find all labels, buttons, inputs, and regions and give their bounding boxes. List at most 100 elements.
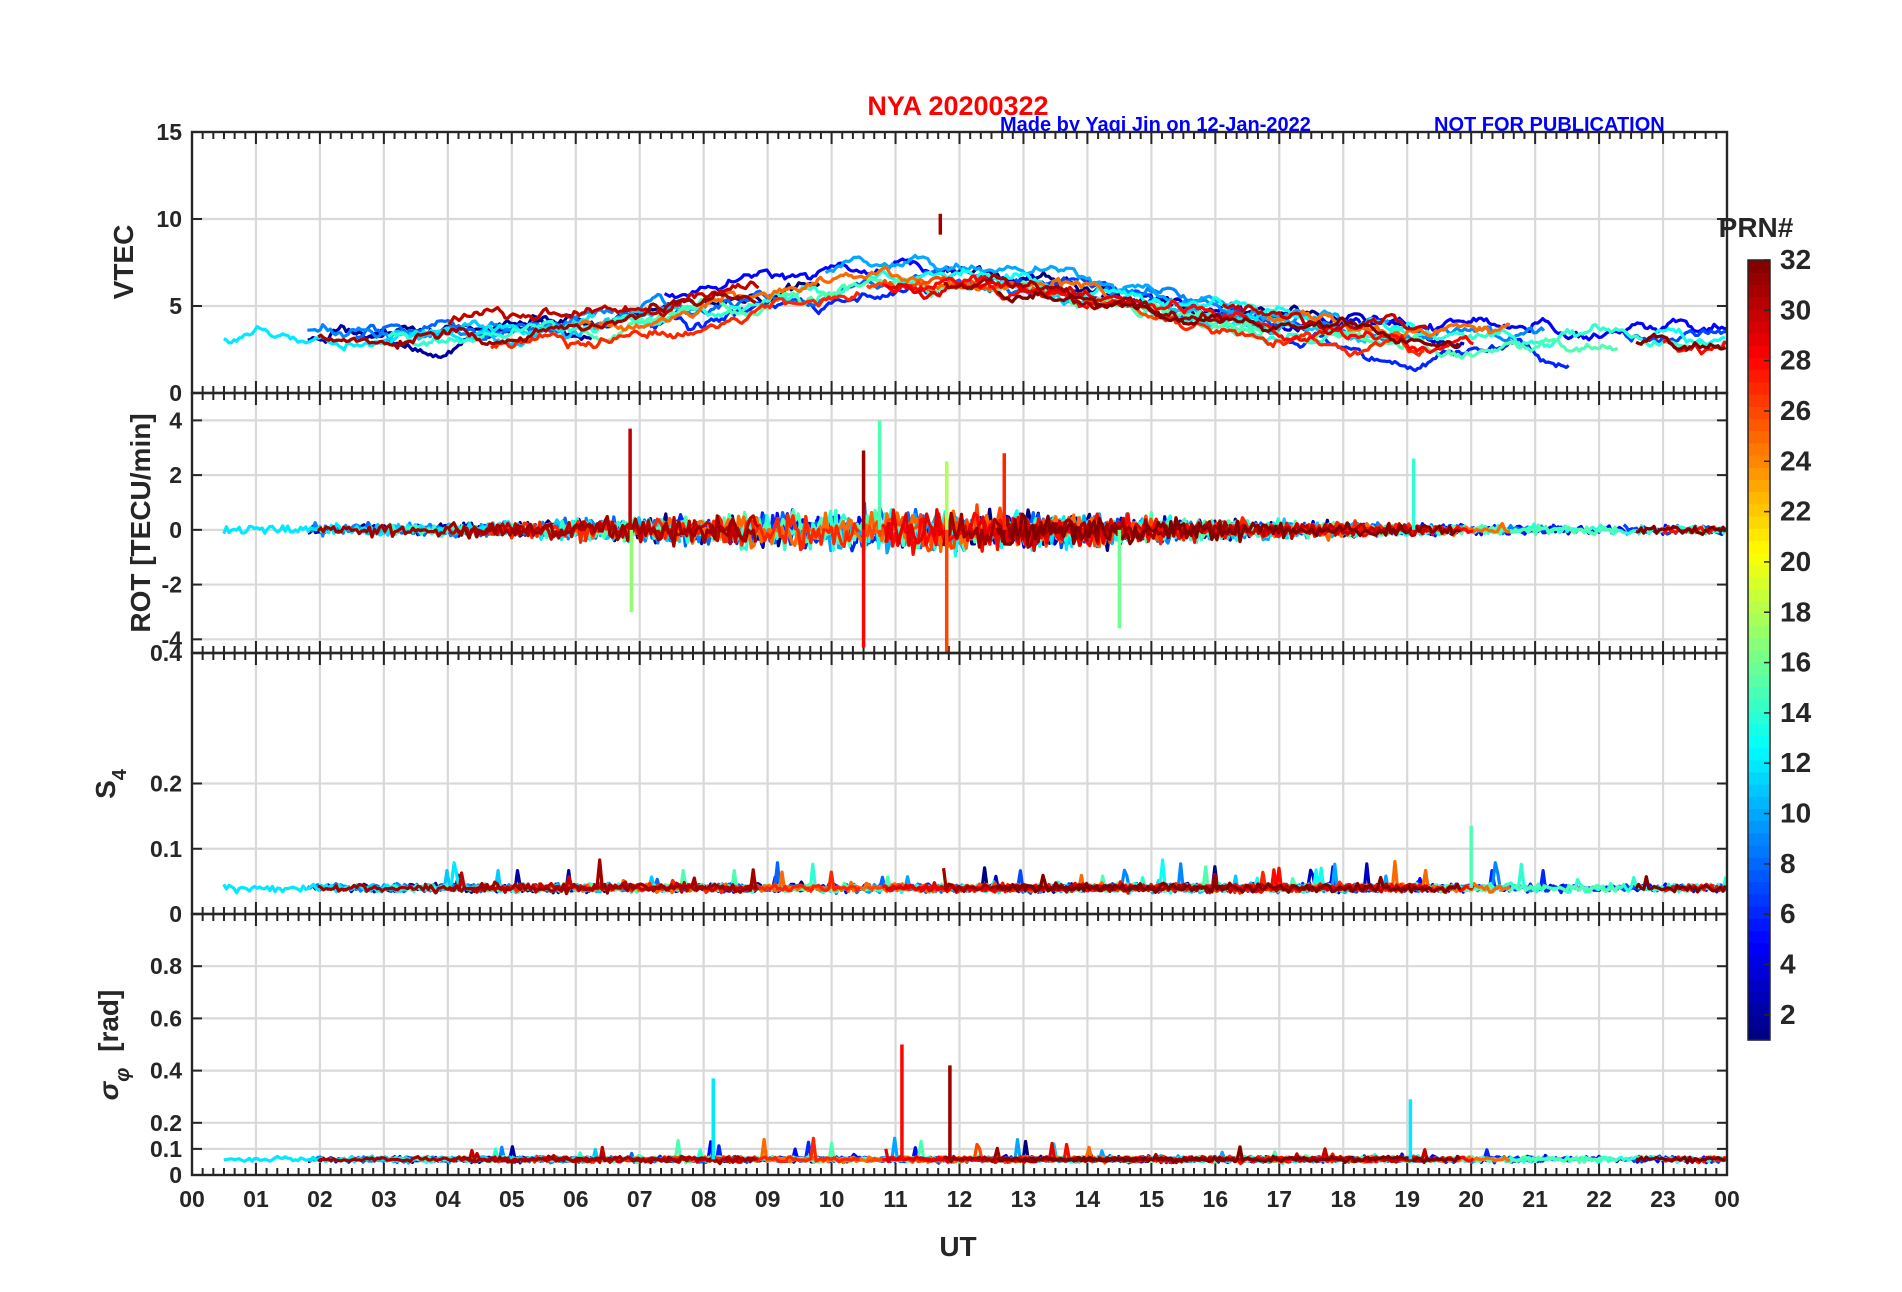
colorbar-title: PRN# <box>1719 212 1794 243</box>
colorbar-tick-label: 16 <box>1780 647 1811 678</box>
panel-vtec: 0 5 10 15 VTEC <box>108 119 1728 406</box>
colorbar-segment <box>1748 491 1770 505</box>
sigma-series-prn-32 <box>1635 1155 1726 1165</box>
x-axis-label: UT <box>939 1231 976 1262</box>
y-tick-label: -4 <box>162 626 183 652</box>
colorbar-segment <box>1748 625 1770 639</box>
colorbar-segment <box>1748 832 1770 846</box>
colorbar-tick-label: 4 <box>1780 949 1796 980</box>
colorbar-segment <box>1748 515 1770 529</box>
colorbar-segment <box>1748 576 1770 590</box>
colorbar-segment <box>1748 613 1770 627</box>
x-tick-label: 02 <box>307 1186 333 1212</box>
colorbar-segment <box>1748 650 1770 663</box>
colorbar-segment <box>1748 260 1770 273</box>
colorbar-segment <box>1748 272 1770 285</box>
y-tick-label: 0 <box>169 380 182 406</box>
colorbar-segment <box>1748 503 1770 517</box>
vtec-series-prn-10 <box>824 253 1390 330</box>
panel-vtec-series <box>223 213 1727 373</box>
x-tick-label: 16 <box>1203 1186 1229 1212</box>
chart-title: NYA 20200322 <box>867 91 1048 121</box>
y-tick-label: 0.6 <box>150 1005 182 1031</box>
s4-series-prn-32 <box>1634 875 1727 894</box>
x-tick-label: 23 <box>1650 1186 1676 1212</box>
colorbar-tick-label: 32 <box>1780 244 1811 275</box>
x-tick-label: 00 <box>1714 1186 1740 1212</box>
x-tick-label: 03 <box>371 1186 397 1212</box>
colorbar-segment <box>1748 1015 1770 1029</box>
colorbar-tick-label: 2 <box>1780 999 1796 1030</box>
colorbar-border <box>1747 259 1771 1041</box>
vtec-series-prn-13 <box>1652 327 1726 347</box>
x-tick-label: 18 <box>1330 1186 1356 1212</box>
panel-sigma-ylabel: σφ [rad] <box>93 990 134 1101</box>
x-tick-label: 08 <box>691 1186 717 1212</box>
credit-text: Made by Yaqi Jin on 12-Jan-2022 <box>1000 114 1311 136</box>
colorbar-segment <box>1748 357 1770 371</box>
colorbar-segment <box>1748 784 1770 797</box>
colorbar-tick-label: 10 <box>1780 798 1811 829</box>
colorbar-tick-label: 6 <box>1780 898 1796 929</box>
vtec-series-prn-30 <box>1221 303 1429 336</box>
y-tick-label: 0.4 <box>150 1058 182 1084</box>
colorbar-segment <box>1748 406 1770 420</box>
y-tick-label: 0 <box>169 517 182 543</box>
vtec-series-prn-30 <box>447 280 760 326</box>
colorbar-segment <box>1748 723 1770 736</box>
colorbar-tick-label: 14 <box>1780 697 1812 728</box>
panel-border <box>190 912 1729 1177</box>
vtec-series-prn-27 <box>490 291 861 350</box>
panel-s4: 0 0.1 0.2 0.4 S4 <box>90 640 1728 927</box>
sigma-series-prn-31 <box>317 1154 757 1166</box>
y-tick-label: 0.2 <box>150 1110 182 1136</box>
rot-series-prn-31 <box>317 514 758 548</box>
panel-sigma-yticks: 00.10.2 0.4 0.6 0.8 <box>150 953 1727 1188</box>
panel-rot-series <box>222 420 1727 653</box>
colorbar-segment <box>1748 686 1770 700</box>
x-tick-label: 09 <box>755 1186 781 1212</box>
colorbar-segment <box>1748 528 1770 541</box>
colorbar-segment <box>1748 893 1770 907</box>
s4-series-prn-31 <box>317 858 758 896</box>
x-tick-label: 13 <box>1011 1186 1037 1212</box>
colorbar-segment <box>1748 662 1770 675</box>
x-tick-label: 19 <box>1394 1186 1420 1212</box>
y-tick-label: -2 <box>162 572 182 598</box>
colorbar-segment <box>1748 589 1770 602</box>
colorbar-segment <box>1748 1027 1770 1041</box>
colorbar-tick-label: 12 <box>1780 747 1811 778</box>
panel-s4-ylabel: S4 <box>90 768 131 799</box>
vtec-series-prn-2 <box>307 315 593 359</box>
colorbar-segment <box>1748 637 1770 651</box>
colorbar-tick-label: 26 <box>1780 395 1811 426</box>
y-tick-label: 0.1 <box>150 836 182 862</box>
colorbar-segment <box>1748 394 1770 407</box>
s4-series-prn-32 <box>995 873 1462 894</box>
colorbar-tick-label: 8 <box>1780 848 1796 879</box>
rot-series-prn-32 <box>995 512 1461 546</box>
colorbar-segment <box>1748 467 1770 480</box>
x-tick-label: 07 <box>627 1186 653 1212</box>
colorbar-segment <box>1748 345 1770 359</box>
y-tick-label: 5 <box>169 293 182 319</box>
panel-rot: -4 -2 0 2 4 ROT [TECU/min] <box>125 393 1728 653</box>
colorbar-segment <box>1748 954 1770 968</box>
vtec-series-prn-32 <box>1635 332 1727 352</box>
colorbar-segment <box>1748 820 1770 834</box>
colorbar-segment <box>1748 333 1770 346</box>
colorbar-segment <box>1748 564 1770 578</box>
x-tick-label: 21 <box>1522 1186 1548 1212</box>
colorbar-segment <box>1748 1003 1770 1017</box>
colorbar-segment <box>1748 601 1770 615</box>
rot-series-prn-32 <box>1636 524 1727 536</box>
colorbar-segment <box>1748 747 1770 761</box>
colorbar-segment <box>1748 881 1770 895</box>
colorbar-segment <box>1748 552 1770 566</box>
y-tick-label: 0.1 <box>150 1136 182 1162</box>
x-tick-label: 06 <box>563 1186 589 1212</box>
y-tick-label: 0 <box>169 901 182 927</box>
x-axis-ticks: 00 01 02 03 04 05 06 07 08 09 10 11 12 13 14 15 16 17 18 19… <box>179 1186 1740 1212</box>
colorbar-segment <box>1748 710 1770 724</box>
